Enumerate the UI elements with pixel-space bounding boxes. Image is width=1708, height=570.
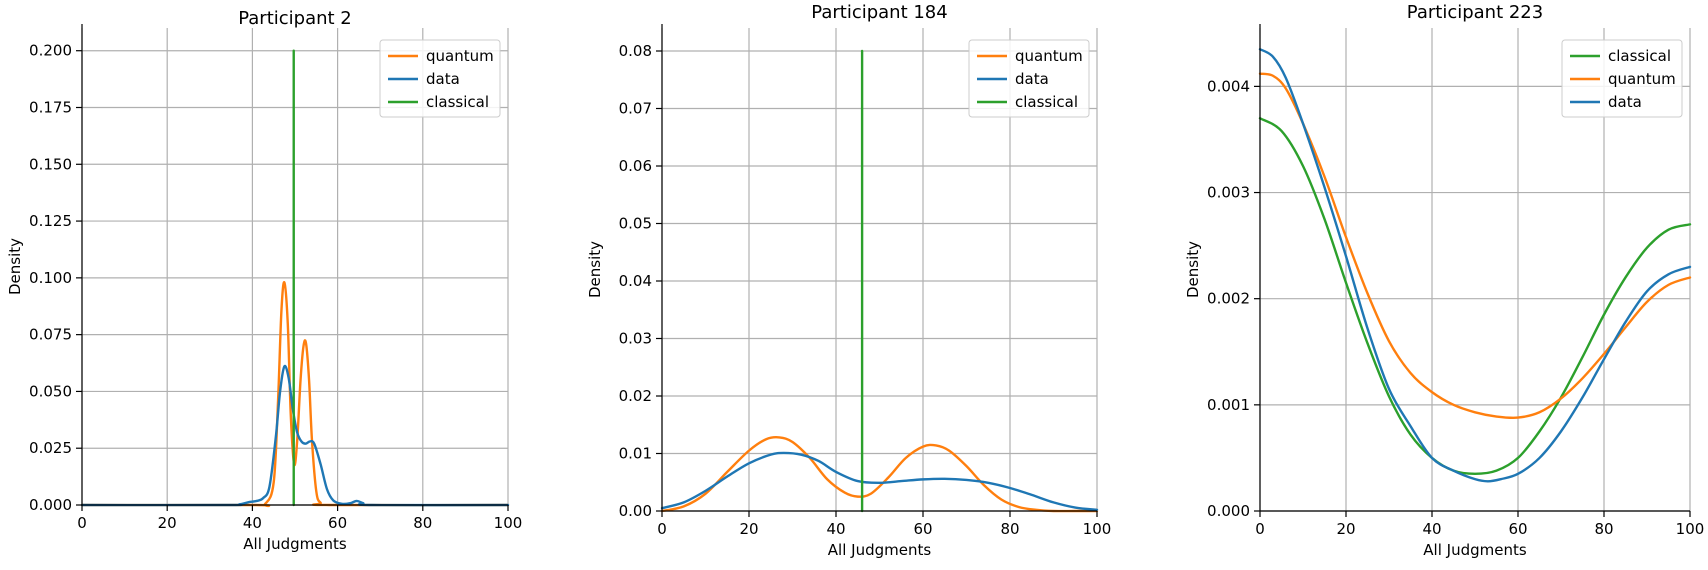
legend-label-classical: classical [1608, 47, 1671, 65]
legend-label-classical: classical [1015, 93, 1078, 111]
x-tick-label: 80 [1594, 520, 1613, 538]
legend-label-quantum: quantum [1015, 47, 1083, 65]
y-tick-label: 0.000 [29, 496, 72, 514]
chart-title: Participant 2 [238, 8, 352, 29]
legend-frame [968, 39, 1090, 118]
x-tick-label: 60 [1508, 520, 1527, 538]
y-tick-label: 0.02 [619, 387, 652, 405]
x-tick-label: 60 [913, 520, 932, 538]
x-axis-label: All Judgments [828, 541, 932, 559]
y-tick-label: 0.003 [1207, 184, 1250, 202]
x-tick-label: 40 [1422, 520, 1441, 538]
x-tick-label: 60 [328, 514, 347, 532]
x-tick-label: 0 [657, 520, 667, 538]
y-tick-label: 0.050 [29, 382, 72, 400]
series-line-data [80, 364, 510, 507]
x-tick-label: 20 [739, 520, 758, 538]
x-tick-label: 100 [494, 514, 523, 532]
y-tick-label: 0.08 [619, 42, 652, 60]
y-tick-label: 0.05 [619, 215, 652, 233]
y-axis-label: Density [6, 238, 24, 295]
x-tick-label: 40 [826, 520, 845, 538]
series-line-classical [1258, 117, 1692, 476]
y-tick-label: 0.100 [29, 269, 72, 287]
legend: quantum data classical [968, 39, 1090, 118]
y-tick-label: 0.000 [1207, 502, 1250, 520]
series-group [660, 49, 1099, 513]
x-tick-label: 20 [1336, 520, 1355, 538]
legend-label-data: data [1015, 70, 1049, 88]
legend-frame [1561, 39, 1683, 118]
x-tick-label: 0 [1255, 520, 1265, 538]
y-tick-label: 0.175 [29, 99, 72, 117]
x-tick-label: 100 [1676, 520, 1705, 538]
y-tick-label: 0.001 [1207, 396, 1250, 414]
chart-panel-participant-184: Participant 184 All Judgments Density 0 2… [586, 2, 1111, 559]
legend-label-quantum: quantum [426, 47, 494, 65]
x-tick-label: 0 [77, 514, 87, 532]
x-tick-label: 100 [1083, 520, 1112, 538]
y-tick-label: 0.075 [29, 326, 72, 344]
series-group [80, 49, 510, 508]
x-tick-label: 40 [243, 514, 262, 532]
legend: quantum data classical [379, 39, 501, 118]
x-axis-label: All Judgments [243, 535, 347, 553]
y-tick-label: 0.00 [619, 502, 652, 520]
series-line-data [660, 451, 1099, 512]
series-line-quantum [1258, 72, 1692, 420]
series-line-quantum [660, 435, 1099, 513]
y-tick-label: 0.125 [29, 212, 72, 230]
legend-label-classical: classical [426, 93, 489, 111]
series-group [1258, 48, 1692, 483]
y-tick-label: 0.06 [619, 157, 652, 175]
y-tick-label: 0.03 [619, 330, 652, 348]
chart-panel-participant-223: Participant 223 All Judgments Density 0 2… [1184, 2, 1704, 559]
y-tick-label: 0.01 [619, 445, 652, 463]
x-tick-label: 80 [1000, 520, 1019, 538]
legend-label-data: data [426, 70, 460, 88]
y-tick-label: 0.200 [29, 42, 72, 60]
legend-frame [379, 39, 501, 118]
y-tick-label: 0.002 [1207, 290, 1250, 308]
chart-title: Participant 223 [1407, 2, 1543, 23]
y-tick-label: 0.07 [619, 100, 652, 118]
y-tick-label: 0.150 [29, 155, 72, 173]
x-tick-label: 20 [158, 514, 177, 532]
chart-panel-participant-2: Participant 2 All Judgments Density 0 20 4… [6, 8, 522, 553]
y-tick-label: 0.04 [619, 272, 652, 290]
series-line-data [1258, 48, 1692, 483]
legend: classical quantum data [1561, 39, 1683, 118]
y-axis-label: Density [1184, 241, 1202, 298]
legend-label-quantum: quantum [1608, 70, 1676, 88]
y-axis-label: Density [586, 241, 604, 298]
y-tick-label: 0.025 [29, 439, 72, 457]
series-line-quantum [80, 281, 510, 508]
y-tick-label: 0.004 [1207, 77, 1250, 95]
x-tick-label: 80 [413, 514, 432, 532]
chart-title: Participant 184 [811, 2, 947, 23]
legend-label-data: data [1608, 93, 1642, 111]
x-axis-label: All Judgments [1423, 541, 1527, 559]
